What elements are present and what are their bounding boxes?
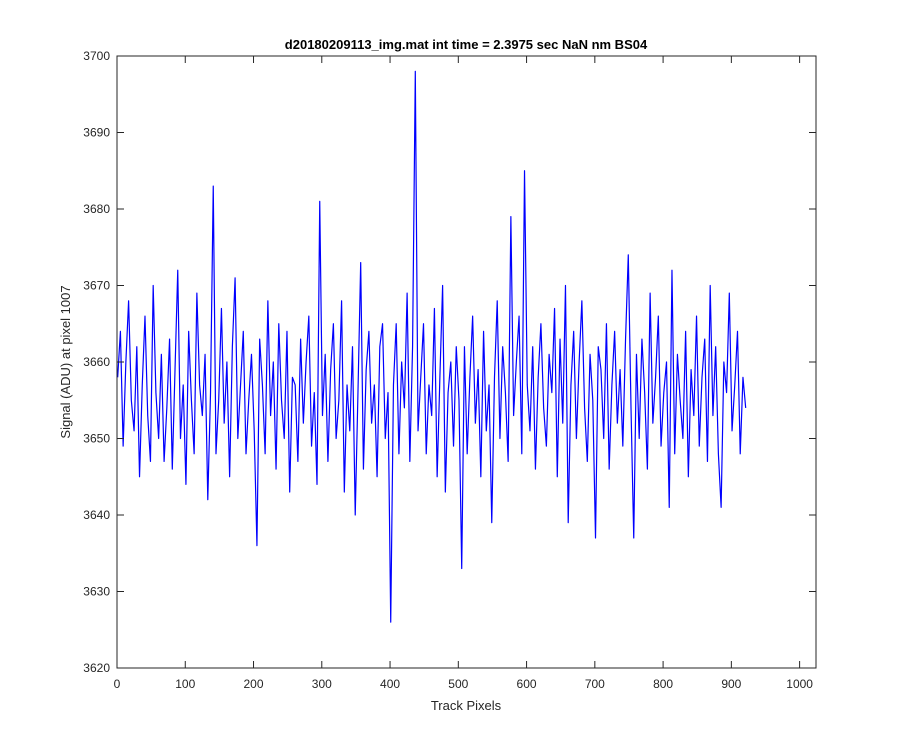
x-tick-label: 500 [448,677,468,691]
axes-background [117,56,816,668]
x-axis: 0 100 200 300 400 500 600 700 800 900 1000 [114,56,813,691]
y-tick-label: 3650 [83,432,110,446]
y-tick-label: 3690 [83,126,110,140]
x-tick-label: 1000 [786,677,813,691]
chart-title: d20180209113_img.mat int time = 2.3975 s… [285,37,648,52]
y-tick-label: 3630 [83,585,110,599]
series-line [117,70,747,623]
x-tick-label: 100 [175,677,195,691]
x-tick-label: 300 [312,677,332,691]
y-tick-label: 3620 [83,661,110,675]
y-axis: 3620 3630 3640 3650 3660 3670 3680 3690 3700 [83,49,816,675]
plot-area [116,55,817,669]
x-tick-label: 800 [653,677,673,691]
y-tick-label: 3640 [83,508,110,522]
x-axis-label: Track Pixels [431,698,502,713]
y-tick-label: 3680 [83,202,110,216]
x-tick-label: 900 [721,677,741,691]
x-tick-label: 400 [380,677,400,691]
y-axis-label: Signal (ADU) at pixel 1007 [58,285,73,438]
y-tick-label: 3670 [83,279,110,293]
y-tick-label: 3700 [83,49,110,63]
x-tick-label: 0 [114,677,121,691]
x-tick-label: 700 [585,677,605,691]
y-tick-label: 3660 [83,355,110,369]
x-tick-label: 200 [244,677,264,691]
x-tick-label: 600 [517,677,537,691]
